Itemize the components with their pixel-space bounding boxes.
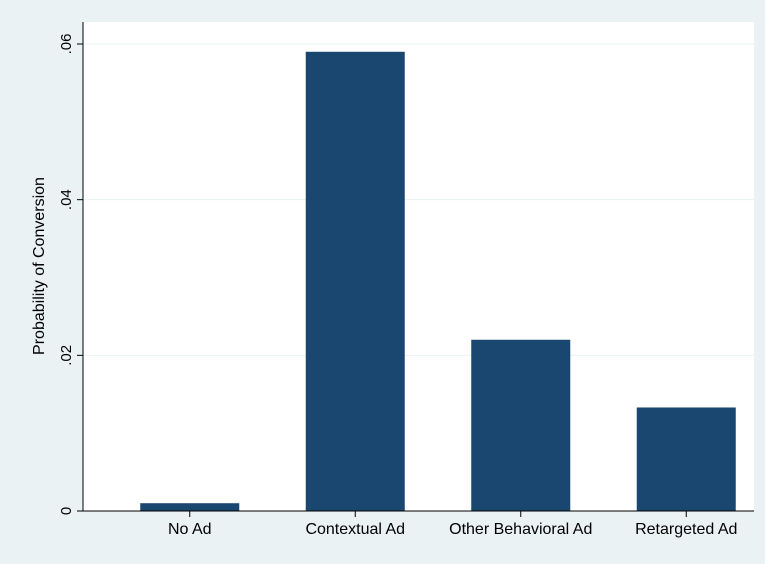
y-ticks: 0 .02 .04 .06 — [58, 34, 83, 515]
x-tick-label: Other Behavioral Ad — [449, 521, 592, 538]
gridlines — [84, 43, 754, 356]
bar-other-behavioral-ad — [471, 339, 571, 511]
y-tick-label: .04 — [58, 189, 75, 210]
x-tick-label: Contextual Ad — [305, 521, 405, 538]
y-tick-label: 0 — [58, 507, 75, 515]
x-tick-label: Retargeted Ad — [635, 521, 737, 538]
axes — [82, 22, 754, 512]
y-tick-label: .02 — [58, 345, 75, 366]
bars — [140, 51, 736, 512]
bar-no-ad — [140, 503, 240, 511]
y-axis-label: Probability of Conversion — [31, 177, 48, 355]
x-tick-label: No Ad — [168, 521, 212, 538]
bar-retargeted-ad — [636, 407, 736, 511]
y-tick-label: .06 — [58, 34, 75, 55]
x-ticks: No Ad Contextual Ad Other Behavioral Ad Ret… — [168, 511, 737, 538]
bar-contextual-ad — [305, 51, 405, 512]
